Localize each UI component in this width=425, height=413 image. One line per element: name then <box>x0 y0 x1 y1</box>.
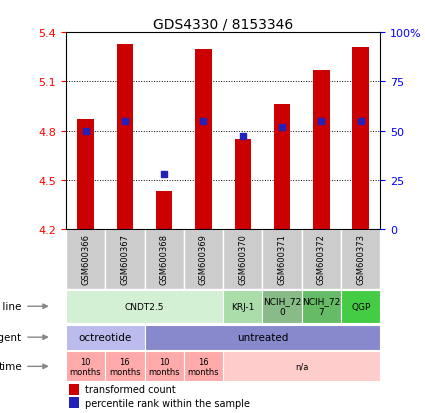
FancyBboxPatch shape <box>302 290 341 323</box>
Text: agent: agent <box>0 332 22 342</box>
Text: time: time <box>0 361 22 371</box>
FancyBboxPatch shape <box>262 229 302 289</box>
Text: 16
months: 16 months <box>109 357 141 376</box>
Text: GSM600369: GSM600369 <box>199 234 208 285</box>
Text: GSM600371: GSM600371 <box>278 234 286 285</box>
FancyBboxPatch shape <box>144 325 380 350</box>
Text: GSM600372: GSM600372 <box>317 234 326 285</box>
Text: 10
months: 10 months <box>70 357 101 376</box>
Bar <box>313 71 330 229</box>
Text: untreated: untreated <box>237 332 288 342</box>
Bar <box>156 192 173 229</box>
Title: GDS4330 / 8153346: GDS4330 / 8153346 <box>153 18 293 32</box>
Text: 16
months: 16 months <box>188 357 219 376</box>
Text: GSM600367: GSM600367 <box>120 234 129 285</box>
Text: transformed count: transformed count <box>85 385 176 394</box>
Text: GSM600366: GSM600366 <box>81 234 90 285</box>
Text: cell line: cell line <box>0 301 22 311</box>
FancyBboxPatch shape <box>223 290 262 323</box>
FancyBboxPatch shape <box>66 229 105 289</box>
Bar <box>195 50 212 229</box>
FancyBboxPatch shape <box>262 290 302 323</box>
FancyBboxPatch shape <box>144 351 184 381</box>
Text: NCIH_72
7: NCIH_72 7 <box>302 297 340 316</box>
Bar <box>69 397 79 408</box>
FancyBboxPatch shape <box>66 290 223 323</box>
Text: percentile rank within the sample: percentile rank within the sample <box>85 398 250 408</box>
FancyBboxPatch shape <box>302 229 341 289</box>
Text: GSM600368: GSM600368 <box>160 234 169 285</box>
Bar <box>352 48 369 229</box>
FancyBboxPatch shape <box>223 351 380 381</box>
Text: QGP: QGP <box>351 302 371 311</box>
FancyBboxPatch shape <box>66 325 144 350</box>
FancyBboxPatch shape <box>144 229 184 289</box>
Text: GSM600373: GSM600373 <box>356 234 365 285</box>
FancyBboxPatch shape <box>184 229 223 289</box>
FancyBboxPatch shape <box>105 351 144 381</box>
Text: GSM600370: GSM600370 <box>238 234 247 285</box>
FancyBboxPatch shape <box>341 229 380 289</box>
Bar <box>116 45 133 229</box>
Text: KRJ-1: KRJ-1 <box>231 302 255 311</box>
Bar <box>235 139 251 229</box>
Bar <box>77 120 94 229</box>
Text: CNDT2.5: CNDT2.5 <box>125 302 164 311</box>
Text: n/a: n/a <box>295 362 309 371</box>
Text: NCIH_72
0: NCIH_72 0 <box>263 297 301 316</box>
Text: octreotide: octreotide <box>79 332 132 342</box>
FancyBboxPatch shape <box>341 290 380 323</box>
Bar <box>274 105 290 229</box>
FancyBboxPatch shape <box>105 229 144 289</box>
Bar <box>69 384 79 395</box>
FancyBboxPatch shape <box>66 351 105 381</box>
FancyBboxPatch shape <box>223 229 262 289</box>
Text: 10
months: 10 months <box>148 357 180 376</box>
FancyBboxPatch shape <box>184 351 223 381</box>
